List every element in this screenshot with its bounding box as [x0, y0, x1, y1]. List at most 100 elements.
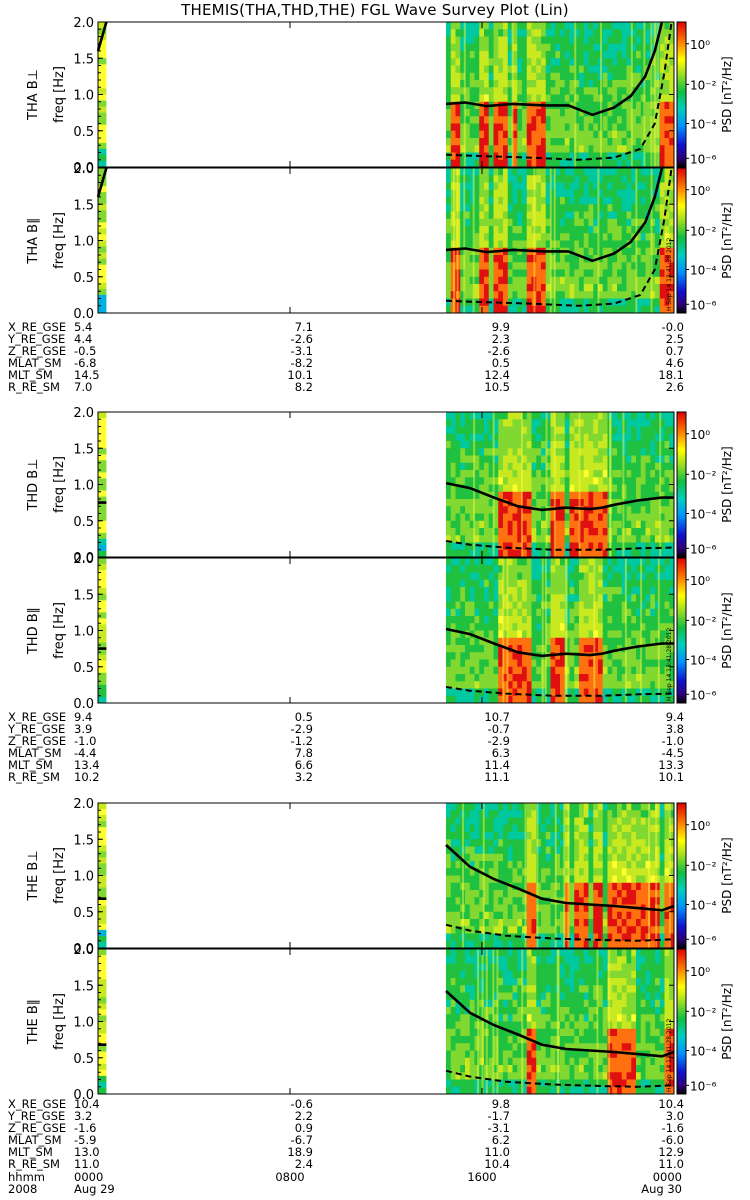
- spectrogram-cell: [550, 645, 556, 653]
- spectrogram-cell: [569, 484, 575, 493]
- spectrogram-cell: [545, 22, 551, 30]
- spectrogram-cell: [503, 305, 509, 314]
- spectrogram-cell: [560, 601, 566, 610]
- spectrogram-cell: [469, 817, 475, 826]
- spectrogram-cell: [664, 499, 670, 507]
- spectrogram-streak: [544, 558, 547, 703]
- spectrogram-cell: [536, 882, 542, 891]
- spectrogram-cell: [598, 645, 604, 653]
- spectrogram-cell: [98, 264, 107, 272]
- spectrogram-cell: [98, 484, 107, 492]
- spectrogram-cell: [98, 46, 107, 53]
- spectrogram-cell: [626, 535, 632, 543]
- spectrogram-cell: [664, 109, 670, 117]
- spectrogram-streak: [553, 168, 556, 313]
- spectrogram-cell: [569, 412, 575, 420]
- spectrogram-cell: [579, 152, 585, 161]
- spectrogram-cell: [474, 441, 480, 449]
- spectrogram-cell: [455, 499, 461, 507]
- spectrogram-cell: [569, 637, 575, 646]
- spectrogram-cell: [493, 666, 499, 675]
- spectrogram-cell: [465, 94, 471, 103]
- spectrogram-cell: [593, 623, 599, 631]
- spectrogram-cell: [469, 572, 475, 581]
- spectrogram-cell: [669, 43, 675, 52]
- spectrogram-cell: [460, 608, 466, 617]
- spectrogram-cell: [574, 853, 580, 862]
- spectrogram-cell: [569, 305, 575, 314]
- spectrogram-cell: [98, 168, 107, 175]
- spectrogram-cell: [460, 441, 466, 449]
- spectrogram-cell: [474, 652, 480, 660]
- spectrogram-cell: [522, 152, 528, 161]
- spectrogram-cell: [659, 255, 665, 263]
- spectrogram-cell: [588, 594, 594, 602]
- spectrogram-cell: [631, 688, 637, 697]
- spectrogram-cell: [503, 36, 509, 45]
- spectrogram-cell: [465, 419, 471, 427]
- spectrogram-cell: [655, 123, 661, 132]
- spectrogram-cell: [583, 305, 589, 314]
- spectrogram-cell: [640, 558, 646, 566]
- spectrogram-cell: [583, 868, 589, 876]
- spectrogram-cell: [526, 499, 532, 507]
- spectrogram-cell: [621, 226, 627, 234]
- spectrogram-cell: [574, 36, 580, 45]
- spectrogram-cell: [626, 616, 632, 624]
- spectrogram-cell: [536, 594, 542, 602]
- spectrogram-cell: [569, 419, 575, 427]
- spectrogram-streak: [472, 168, 475, 313]
- spectrogram-cell: [493, 58, 499, 66]
- spectrogram-cell: [612, 933, 618, 942]
- y-tick-label: 0.0: [73, 307, 94, 322]
- spectrogram-cell: [550, 22, 556, 30]
- spectrogram-cell: [560, 204, 566, 212]
- spectrogram-cell: [465, 897, 471, 905]
- spectrogram-cell: [564, 80, 570, 88]
- spectrogram-cell: [474, 499, 480, 507]
- spectrogram-cell: [598, 623, 604, 631]
- spectrogram-cell: [583, 29, 589, 37]
- spectrogram-cell: [659, 189, 665, 198]
- spectrogram-cell: [612, 926, 618, 934]
- spectrogram-cell: [536, 839, 542, 847]
- spectrogram-cell: [460, 204, 466, 212]
- spectrogram-cell: [460, 565, 466, 573]
- spectrogram-cell: [664, 688, 670, 697]
- spectrogram-cell: [498, 477, 504, 485]
- spectrogram-cell: [512, 824, 518, 833]
- spectrogram-cell: [545, 455, 551, 464]
- spectrogram-cell: [550, 130, 556, 139]
- spectrogram-cell: [574, 926, 580, 934]
- spectrogram-cell: [484, 189, 490, 198]
- spectrogram-cell: [650, 247, 656, 256]
- spectrogram-cell: [522, 211, 528, 220]
- spectrogram-cell: [460, 520, 466, 529]
- spectrogram-cell: [450, 175, 456, 183]
- spectrogram-cell: [588, 470, 594, 478]
- spectrogram-cell: [617, 565, 623, 573]
- spectrogram-cell: [598, 152, 604, 161]
- spectrogram-cell: [626, 51, 632, 59]
- spectrogram-cell: [469, 433, 475, 442]
- spectrogram-streak: [565, 558, 568, 703]
- spectrogram-cell: [631, 298, 637, 307]
- spectrogram-cell: [583, 674, 589, 682]
- spectrogram-cell: [531, 138, 537, 146]
- spectrogram-cell: [512, 94, 518, 103]
- spectrogram-cell: [598, 419, 604, 427]
- spectrogram-cell: [555, 637, 561, 646]
- spectrogram-cell: [446, 666, 452, 675]
- spectrogram-cell: [493, 565, 499, 573]
- spectrogram-cell: [574, 233, 580, 241]
- spectrogram-cell: [517, 269, 523, 278]
- spectrogram-cell: [588, 433, 594, 442]
- spectrogram-cell: [564, 138, 570, 146]
- spectrogram-cell: [583, 904, 589, 913]
- spectrogram-cell: [560, 911, 566, 920]
- spectrogram-cell: [621, 211, 627, 220]
- spectrogram-cell: [607, 477, 613, 485]
- spectrogram-cell: [669, 240, 675, 249]
- spectrogram-cell: [479, 455, 485, 464]
- spectrogram-cell: [479, 433, 485, 442]
